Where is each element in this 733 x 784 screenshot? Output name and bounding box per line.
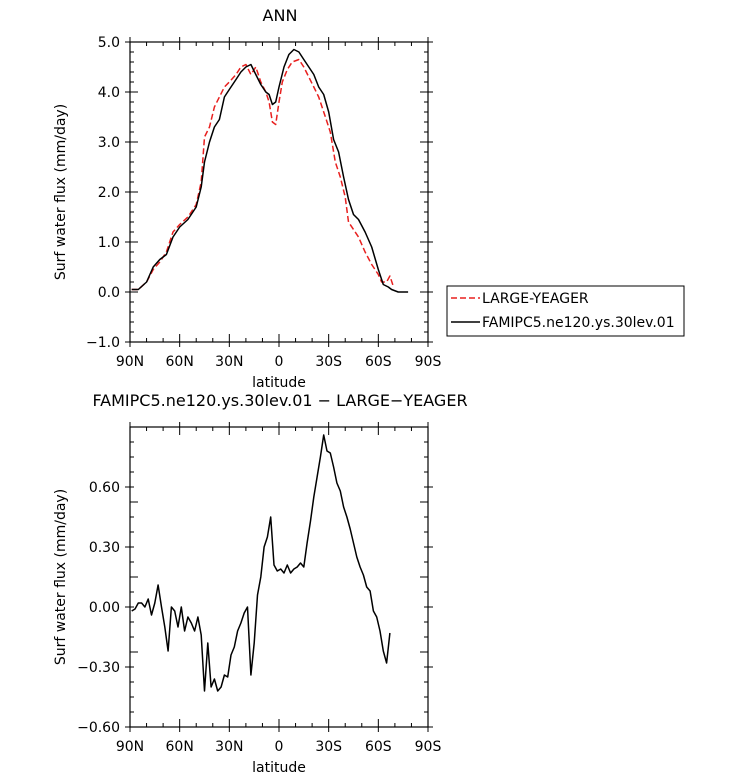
y-tick-label: 5.0	[98, 35, 120, 51]
top-chart-y-axis-label: Surf water flux (mm/day)	[53, 104, 69, 280]
x-tick-label: 30N	[215, 739, 243, 755]
y-tick-label: −0.60	[77, 720, 120, 736]
bottom-chart-panel: FAMIPC5.ne120.ys.30lev.01 − LARGE−YEAGER…	[53, 391, 468, 776]
bottom-chart-x-axis-label: latitude	[252, 760, 306, 776]
x-tick-label: 60S	[365, 739, 392, 755]
x-tick-label: 0	[275, 354, 284, 370]
x-tick-label: 30N	[215, 354, 243, 370]
y-tick-label: 0.00	[89, 600, 120, 616]
top-chart-frame	[129, 41, 429, 343]
legend-label-famipc5: FAMIPC5.ne120.ys.30lev.01	[482, 315, 675, 331]
y-tick-label: 2.0	[98, 185, 120, 201]
x-tick-label: 90N	[116, 354, 144, 370]
bottom-chart-ticks: 90N 60N 30N 0 30S 60S 90S −0.60 −0.30 0.00 0.30 0.6…	[77, 422, 441, 755]
top-chart-series	[131, 48, 409, 293]
x-tick-label: 0	[275, 739, 284, 755]
x-tick-label: 30S	[315, 739, 342, 755]
x-tick-label: 60N	[166, 354, 194, 370]
x-tick-label: 60S	[365, 354, 392, 370]
series-line-0-1	[131, 48, 409, 293]
top-chart-ticks: 90N 60N 30N 0 30S 60S 90S −1.0 0.0 1.0 2.0 3.0 4.0 5.…	[86, 35, 441, 370]
bottom-chart-y-axis-label: Surf water flux (mm/day)	[53, 489, 69, 665]
bottom-chart-series	[131, 434, 391, 692]
series-line-0-0	[131, 58, 394, 291]
legend-box	[446, 285, 685, 337]
y-tick-label: 1.0	[98, 235, 120, 251]
x-tick-label: 60N	[166, 739, 194, 755]
x-tick-label: 90N	[116, 739, 144, 755]
y-tick-label: 4.0	[98, 85, 120, 101]
y-tick-label: −0.30	[77, 660, 120, 676]
x-tick-label: 90S	[415, 354, 442, 370]
y-tick-label: −1.0	[86, 335, 120, 351]
top-chart-x-axis-label: latitude	[252, 375, 306, 391]
series-line-1-0	[131, 434, 391, 692]
top-chart-legend: LARGE-YEAGER FAMIPC5.ne120.ys.30lev.01	[446, 285, 685, 337]
y-tick-label: 0.30	[89, 540, 120, 556]
y-tick-label: 3.0	[98, 135, 120, 151]
y-tick-label: 0.60	[89, 480, 120, 496]
legend-label-large-yeager: LARGE-YEAGER	[482, 291, 589, 307]
x-tick-label: 90S	[415, 739, 442, 755]
top-chart-panel: ANN Surf water flux (mm/day) latitude 90…	[53, 6, 685, 391]
bottom-chart-frame	[129, 426, 429, 728]
top-chart-title: ANN	[263, 6, 298, 25]
y-tick-label: 0.0	[98, 285, 120, 301]
bottom-chart-title: FAMIPC5.ne120.ys.30lev.01 − LARGE−YEAGER	[92, 391, 467, 410]
x-tick-label: 30S	[315, 354, 342, 370]
